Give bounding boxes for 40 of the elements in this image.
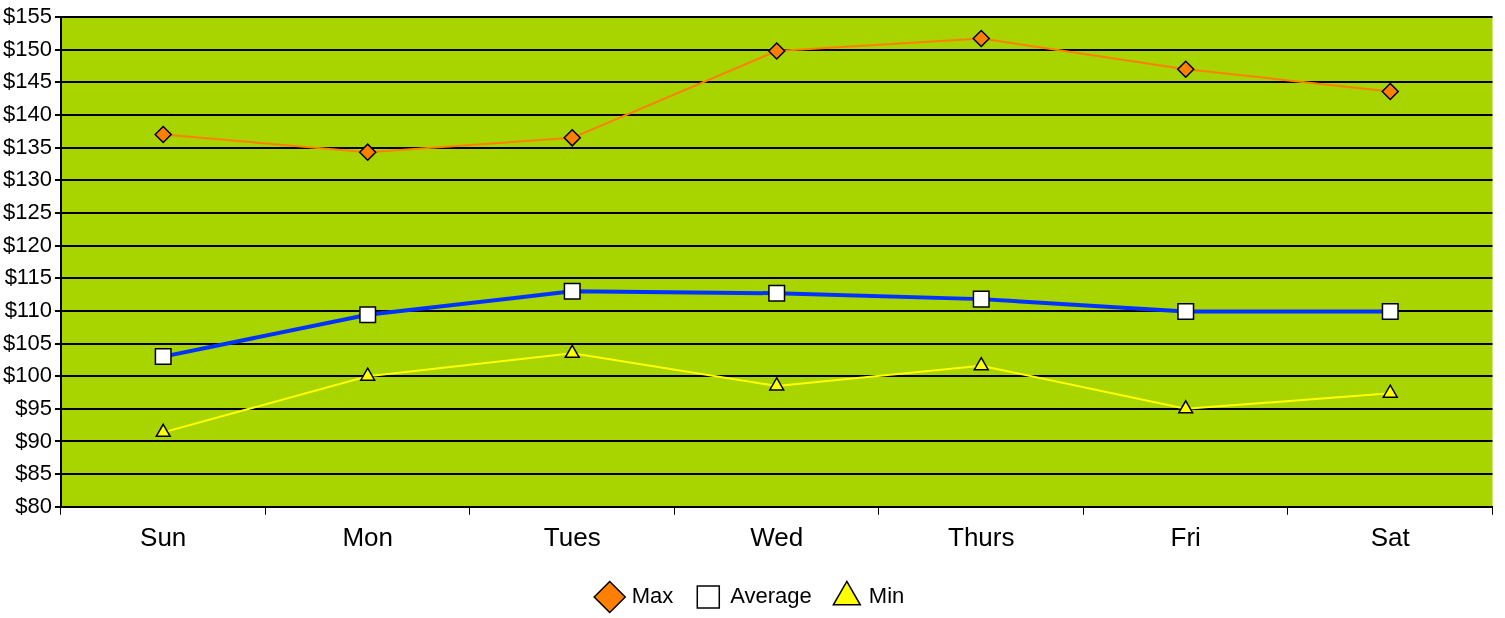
y-tick-label: $100	[2, 362, 52, 388]
point	[155, 423, 171, 438]
y-tick-label: $95	[15, 394, 52, 420]
y-tick-label: $125	[2, 198, 52, 224]
point	[360, 367, 376, 381]
y-tick-label: $140	[2, 101, 52, 127]
x-tick-label: Wed	[750, 521, 804, 552]
point	[563, 129, 581, 147]
y-tick-label: $155	[2, 3, 52, 29]
point	[767, 42, 786, 60]
y-tick-label: $80	[15, 492, 52, 518]
y-tick-label: $150	[2, 35, 52, 61]
point	[358, 143, 377, 161]
y-tick-label: $90	[15, 427, 52, 453]
y-tick-label: $145	[2, 68, 52, 94]
y-tick-label: $110	[4, 296, 52, 322]
y-tick-label: $120	[2, 231, 52, 257]
point	[972, 29, 990, 48]
x-tick-label: Tues	[543, 521, 601, 552]
y-tick-label: $135	[2, 133, 52, 159]
point	[769, 377, 785, 391]
x-tick-label: Thurs	[947, 521, 1015, 552]
y-tick-label: $105	[2, 329, 52, 355]
y-tick-label: $130	[2, 166, 52, 192]
point	[1381, 82, 1399, 101]
point	[973, 356, 989, 371]
legend-label: Average	[730, 583, 812, 609]
legend-label: Max	[631, 583, 674, 609]
point	[564, 344, 580, 359]
y-tick-label: $85	[15, 460, 52, 486]
point	[1382, 384, 1398, 398]
point	[1176, 60, 1195, 78]
legend-label: Min	[868, 583, 905, 609]
x-tick-label: Mon	[342, 521, 393, 552]
x-tick-label: Fri	[1170, 521, 1201, 552]
x-tick-label: Sat	[1370, 521, 1411, 552]
point	[154, 125, 172, 144]
x-tick-label: Sun	[140, 521, 187, 552]
point	[1178, 400, 1194, 414]
y-tick-label: $115	[4, 264, 52, 290]
